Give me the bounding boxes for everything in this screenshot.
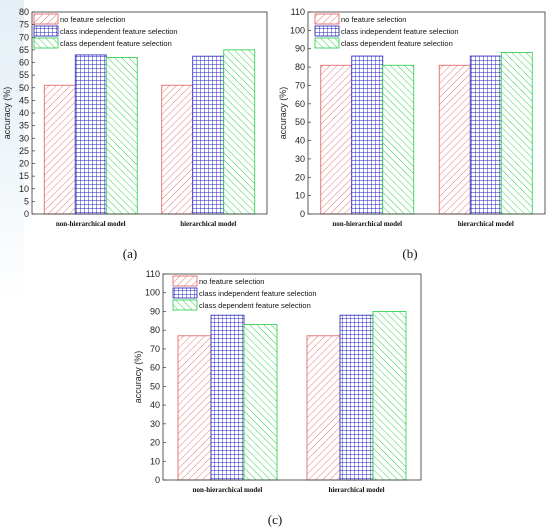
y-tick-label: 90 [295,44,305,54]
background-watermark [0,0,24,300]
legend-label-s2: class independent feature selection [60,27,178,36]
legend-swatch-s1 [33,13,59,25]
y-axis-title: accuracy (%) [133,351,143,404]
category-label: non-hierarchical model [56,220,126,228]
bar-a-cat1-s2 [223,49,256,215]
chart-panel-c: non-hierarchical model hierarchical model… [133,269,422,527]
bar-b-cat1-s1 [469,55,502,215]
bar-b-cat0-s1 [351,55,384,215]
legend-swatch-s3 [172,299,198,311]
legend-label-s3: class dependent feature selection [199,301,311,310]
y-tick-label: 55 [19,70,29,80]
y-tick-label: 70 [295,80,305,90]
y-tick-label: 50 [19,83,29,93]
y-tick-label: 35 [19,121,29,131]
bar-b-cat0-s0 [320,64,353,215]
y-tick-label: 40 [150,400,160,410]
y-tick-label: 30 [295,154,305,164]
legend-swatch-s2 [314,25,340,37]
y-tick-label: 25 [19,146,29,156]
y-tick-label: 30 [19,133,29,143]
bar-a-cat1-s0 [161,84,194,215]
plot-frame [162,273,422,481]
legend-label-s2: class independent feature selection [341,27,459,36]
bar-a-cat0-s1 [74,54,107,215]
category-label: non-hierarchical model [332,220,402,228]
y-tick-label: 50 [295,117,305,127]
y-tick-label: 0 [300,209,305,219]
legend-swatch-s3 [314,37,340,49]
bar-c-cat1-s1 [339,314,374,481]
legend-label-s1: no feature selection [341,15,406,24]
y-tick-label: 60 [19,58,29,68]
y-tick-label: 60 [295,99,305,109]
legend-label-s1: no feature selection [60,15,125,24]
bar-b-cat1-s0 [438,64,471,215]
bar-a-cat0-s0 [43,84,76,215]
y-tick-label: 0 [24,209,29,219]
legend-swatch-s1 [314,13,340,25]
bar-a-cat1-s1 [192,55,225,215]
y-tick-label: 80 [150,325,160,335]
bar-c-cat1-s2 [372,311,407,481]
panel-label: (a) [123,246,137,261]
bar-c-cat0-s0 [177,335,212,481]
y-tick-label: 10 [150,456,160,466]
y-tick-label: 100 [290,25,305,35]
y-tick-label: 70 [150,344,160,354]
legend-label-s2: class independent feature selection [199,289,317,298]
y-tick-label: 110 [146,269,160,279]
y-tick-label: 15 [19,171,29,181]
y-tick-label: 30 [150,419,160,429]
category-label: hierarchical model [458,220,514,228]
plot-frame [307,11,546,215]
y-tick-label: 50 [150,381,160,391]
y-tick-label: 80 [295,62,305,72]
legend-swatch-s3 [33,37,59,49]
y-tick-label: 70 [19,32,29,42]
y-tick-label: 0 [155,475,160,485]
chart-panel-b: non-hierarchical model hierarchical model… [278,7,546,261]
bar-c-cat1-s0 [306,335,341,481]
legend-swatch-s2 [172,287,198,299]
legend-swatch-s1 [172,275,198,287]
y-tick-label: 100 [145,288,160,298]
y-tick-label: 110 [291,7,305,17]
y-tick-label: 65 [19,45,29,55]
legend-label-s1: no feature selection [199,277,264,286]
y-tick-label: 5 [24,196,29,206]
y-tick-label: 10 [19,184,29,194]
bar-b-cat1-s2 [500,52,533,215]
legend-label-s3: class dependent feature selection [341,39,453,48]
y-axis-title: accuracy (%) [2,87,12,140]
y-tick-label: 75 [19,20,29,30]
bar-a-cat0-s2 [105,57,138,215]
y-tick-label: 40 [295,136,305,146]
panel-label: (c) [268,512,282,527]
panel-label: (b) [402,246,417,261]
y-tick-label: 45 [19,95,29,105]
category-label: hierarchical model [180,220,236,228]
chart-panel-a: non-hierarchical model hierarchical model… [2,7,268,261]
y-tick-label: 20 [150,438,160,448]
y-tick-label: 80 [19,7,29,17]
y-tick-label: 20 [295,172,305,182]
y-tick-label: 20 [19,159,29,169]
bar-c-cat0-s2 [243,324,278,481]
category-label: hierarchical model [328,486,384,494]
y-tick-label: 60 [150,363,160,373]
bar-c-cat0-s1 [210,314,245,481]
y-axis-title: accuracy (%) [278,87,288,140]
legend-swatch-s2 [33,25,59,37]
bar-b-cat0-s2 [382,64,415,215]
legend-label-s3: class dependent feature selection [60,39,172,48]
y-tick-label: 90 [150,306,160,316]
y-tick-label: 10 [295,191,305,201]
category-label: non-hierarchical model [193,486,263,494]
y-tick-label: 40 [19,108,29,118]
